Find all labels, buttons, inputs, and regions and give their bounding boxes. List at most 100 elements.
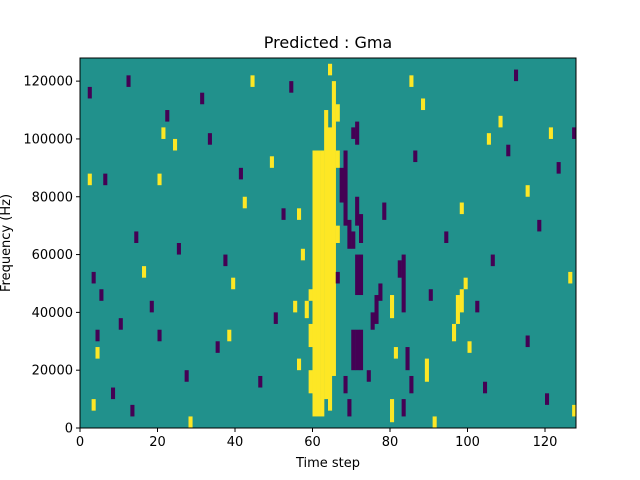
heatmap-cell [99,289,104,301]
plot-frame [79,57,577,429]
heatmap-cell [238,167,243,180]
heatmap-cell [452,323,457,342]
heatmap-cell [281,208,286,220]
heatmap-cell [91,271,96,284]
heatmap-cell [409,75,414,87]
heatmap-cell [293,300,298,313]
heatmap-cell [525,335,530,348]
heatmap-cell [142,266,147,278]
heatmap-cell [304,300,309,319]
heatmap-cell [347,219,352,249]
heatmap-cell [444,231,449,243]
heatmap-cell [401,399,406,417]
heatmap-cell [157,329,162,342]
heatmap-cell [374,295,379,324]
heatmap-cell [207,133,212,145]
x-tick-label: 0 [76,435,84,450]
heatmap-cell [366,370,371,382]
y-tick-label: 100000 [23,132,73,147]
heatmap-cell [498,115,503,128]
heatmap-cell [390,295,395,319]
heatmap-cell [351,127,356,139]
heatmap-cell [335,104,340,122]
heatmap-cell [328,63,333,76]
heatmap-cell [335,225,340,243]
heatmap-cell [335,271,340,284]
heatmap-cell [335,150,340,168]
heatmap-cell [184,370,189,382]
heatmap-cell [165,110,170,122]
heatmap-cell [390,399,395,423]
heatmap-cell [370,312,375,330]
y-tick-label: 0 [65,422,73,437]
heatmap-cell [393,347,398,359]
heatmap-cell [297,208,302,220]
heatmap-cell [556,162,561,174]
heatmap-cell [242,196,247,209]
heatmap-cell [339,167,344,203]
heatmap-cell [355,254,360,296]
y-tick-label: 80000 [32,190,73,205]
heatmap-cell [289,81,294,93]
heatmap-cell [490,254,495,267]
heatmap-cell [545,393,550,405]
heatmap-cell [506,144,511,157]
heatmap-cell [231,277,236,290]
heatmap-cell [250,75,255,87]
heatmap-cell [483,381,488,394]
heatmap-cells [87,63,577,428]
heatmap-cell [300,248,305,261]
heatmap-cell [355,196,360,226]
heatmap-cell [351,329,356,371]
heatmap-cell [312,150,317,417]
heatmap-cell [324,110,329,400]
heatmap-cell [149,300,154,313]
heatmap-cell [548,127,553,139]
heatmap-cell [87,173,92,186]
heatmap-cell [397,260,402,278]
heatmap-cell [355,329,360,371]
heatmap-cell [176,243,181,255]
heatmap-cell [428,289,433,301]
y-tick-label: 60000 [32,248,73,263]
heatmap-cell [118,318,123,330]
heatmap-cell [223,254,228,267]
heatmap-cell [126,75,131,87]
x-tick-label: 120 [533,435,558,450]
heatmap-cell [343,375,348,394]
heatmap-cell [537,219,542,232]
heatmap-cell [467,341,472,353]
heatmap-cell [297,358,302,371]
heatmap-cell [424,358,429,382]
heatmap-cell [343,150,348,226]
heatmap-cell [409,375,414,394]
heatmap-cell [351,231,356,249]
y-tick-label: 20000 [32,364,73,379]
plot-area [79,57,577,429]
heatmap-cell [382,202,387,220]
y-tick-label: 40000 [32,306,73,321]
heatmap-cell [111,387,116,400]
x-tick-label: 100 [455,435,480,450]
heatmap-cell [455,295,460,324]
heatmap-cell [359,214,364,243]
heatmap-cell [572,404,577,417]
heatmap-cell [273,312,278,324]
heatmap-cell [308,323,313,348]
heatmap-cell [130,404,135,417]
heatmap-cell [514,69,519,82]
y-axis: 0 20000 40000 60000 80000 100000 120000 [23,75,80,437]
heatmap-cell [432,416,437,428]
heatmap-cell [316,150,321,417]
heatmap-cell [359,254,364,296]
heatmap-cell [378,283,383,301]
heatmap-cell [103,173,108,186]
heatmap-cell [475,300,480,313]
heatmap-cell [188,416,193,428]
heatmap-cell [405,347,410,371]
heatmap-cell [421,98,426,111]
heatmap-cell [215,341,220,353]
y-axis-label: Frequency (Hz) [0,194,14,292]
heatmap-cell [308,370,313,394]
